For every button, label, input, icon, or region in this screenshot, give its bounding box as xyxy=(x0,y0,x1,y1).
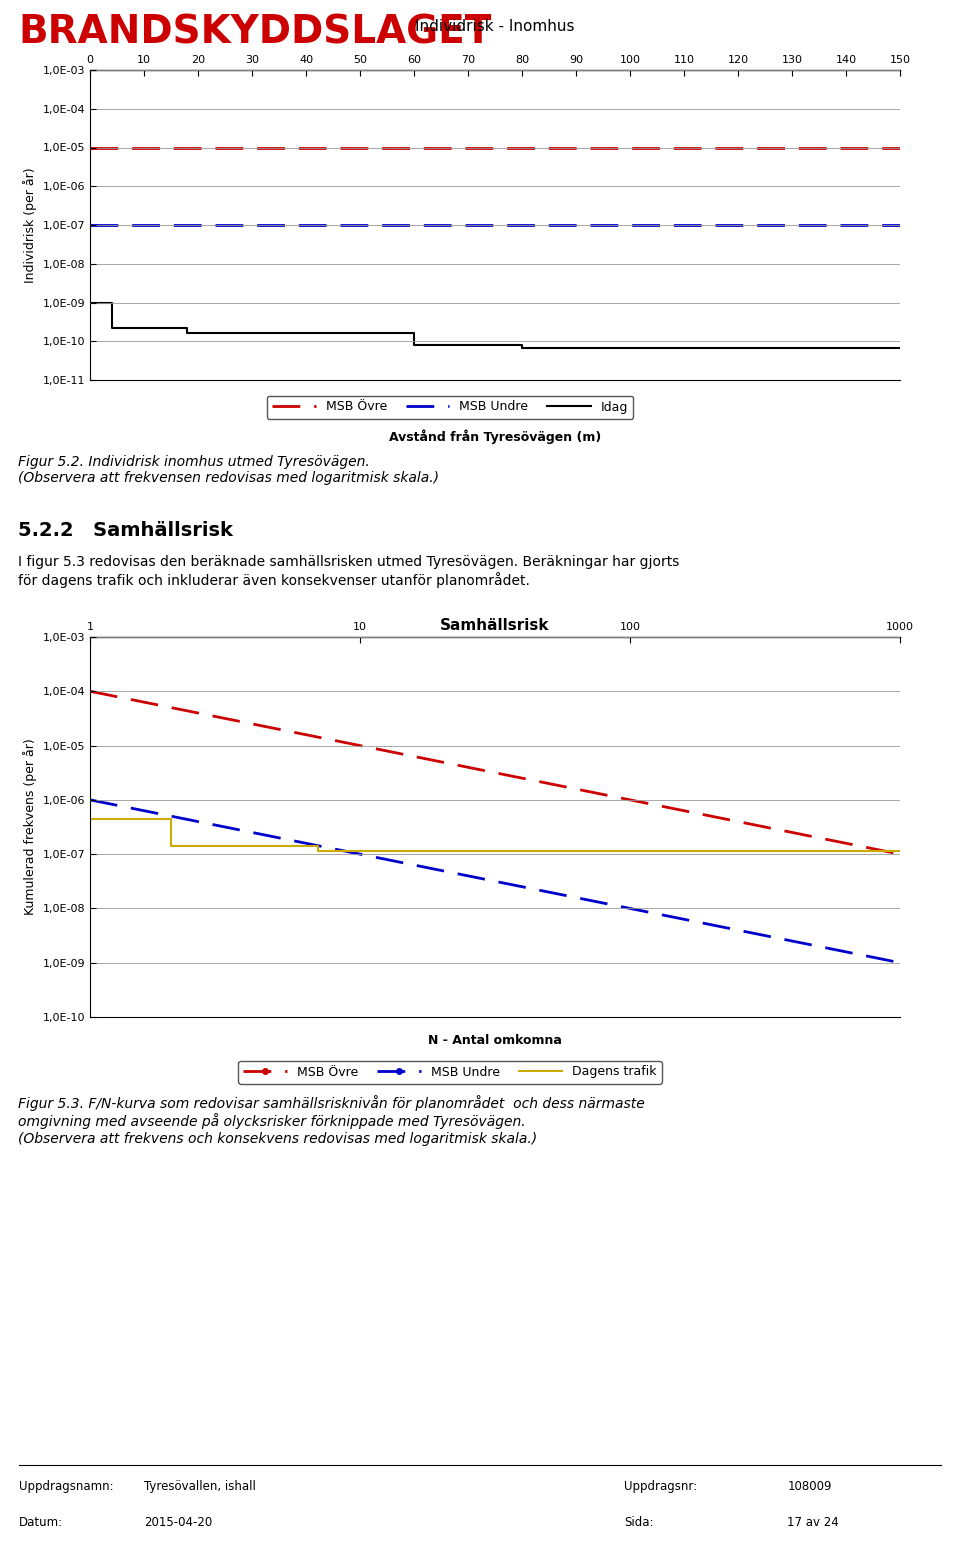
Text: Uppdragsnamn:: Uppdragsnamn: xyxy=(19,1480,114,1494)
Text: 17 av 24: 17 av 24 xyxy=(787,1517,839,1529)
Text: Figur 5.3. F/N-kurva som redovisar samhällsrisknivån för planområdet  och dess n: Figur 5.3. F/N-kurva som redovisar samhä… xyxy=(18,1095,645,1146)
Legend: MSB Övre, MSB Undre, Idag: MSB Övre, MSB Undre, Idag xyxy=(267,396,634,419)
Text: Samhällsrisk: Samhällsrisk xyxy=(441,619,550,633)
Y-axis label: Individrisk (per år): Individrisk (per år) xyxy=(23,168,36,282)
Text: N - Antal omkomna: N - Antal omkomna xyxy=(428,1035,562,1047)
Text: BRANDSKYDDSLAGET: BRANDSKYDDSLAGET xyxy=(18,14,492,51)
Text: I figur 5.3 redovisas den beräknade samhällsrisken utmed Tyresövägen. Beräkninga: I figur 5.3 redovisas den beräknade samh… xyxy=(18,555,680,588)
Text: 2015-04-20: 2015-04-20 xyxy=(144,1517,212,1529)
Text: Sida:: Sida: xyxy=(624,1517,654,1529)
Text: Datum:: Datum: xyxy=(19,1517,63,1529)
Text: Avstånd från Tyresövägen (m): Avstånd från Tyresövägen (m) xyxy=(389,430,601,444)
Text: 108009: 108009 xyxy=(787,1480,831,1494)
Text: Uppdragsnr:: Uppdragsnr: xyxy=(624,1480,697,1494)
Text: 5.2.2 Samhällsrisk: 5.2.2 Samhällsrisk xyxy=(18,521,233,540)
Legend: MSB Övre, MSB Undre, Dagens trafik: MSB Övre, MSB Undre, Dagens trafik xyxy=(238,1061,661,1084)
Title: Individrisk - Inomhus: Individrisk - Inomhus xyxy=(416,19,575,34)
Text: Figur 5.2. Individrisk inomhus utmed Tyresövägen.
(Observera att frekvensen redo: Figur 5.2. Individrisk inomhus utmed Tyr… xyxy=(18,454,439,485)
Y-axis label: Kumulerad frekvens (per år): Kumulerad frekvens (per år) xyxy=(23,738,36,915)
Text: Tyresövallen, ishall: Tyresövallen, ishall xyxy=(144,1480,256,1494)
